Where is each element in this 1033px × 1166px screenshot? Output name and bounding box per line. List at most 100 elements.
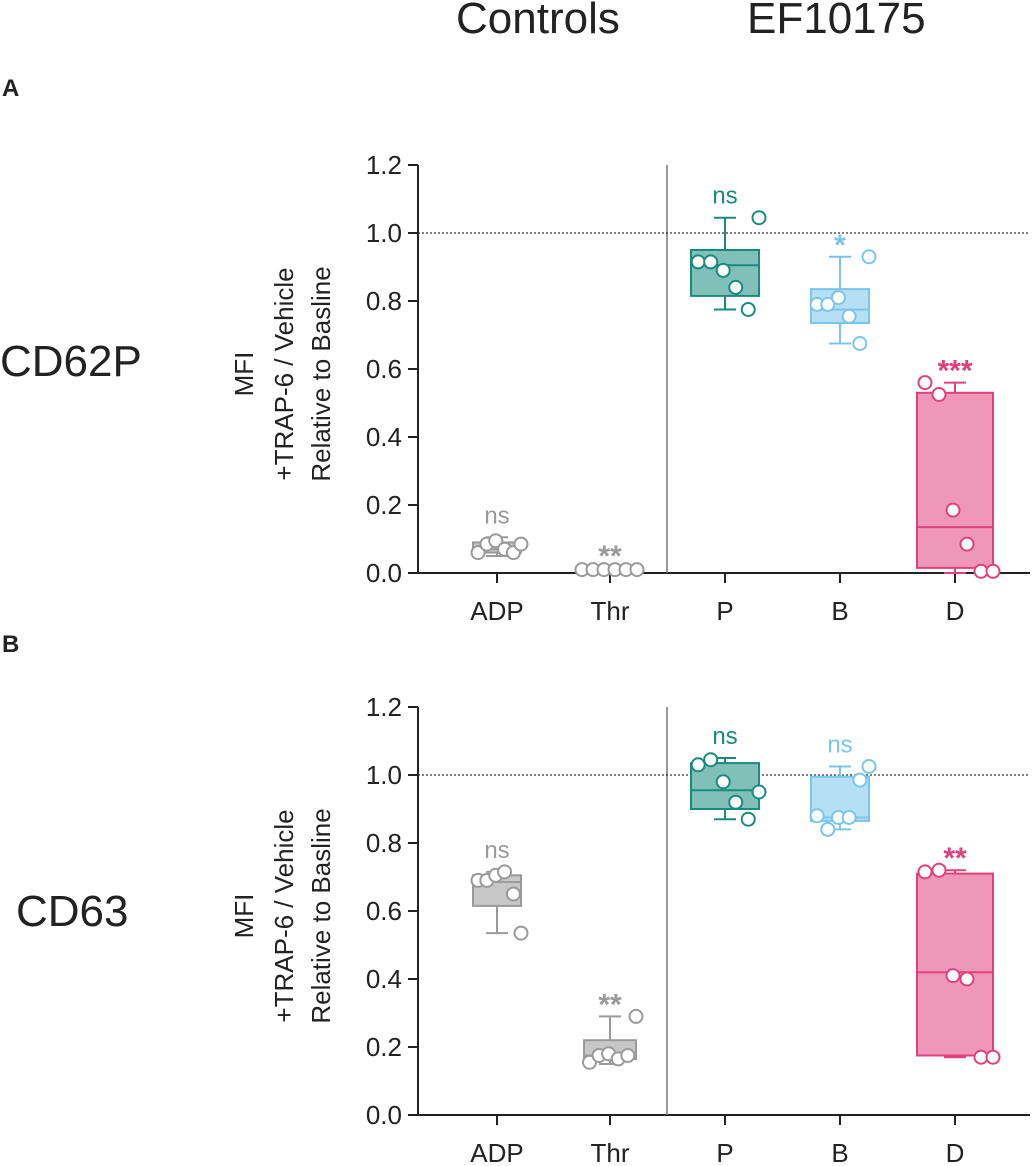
x-tick-label: P: [716, 1138, 733, 1166]
data-point: [820, 821, 836, 837]
data-point: [751, 210, 767, 226]
box-group-adp: ADP ns: [470, 837, 529, 1166]
y-axis-label-line: Relative to Basline: [306, 808, 336, 1023]
y-tick-label: 0.6: [366, 354, 402, 384]
data-point: [861, 759, 877, 774]
data-point: [505, 886, 521, 902]
significance-label: **: [598, 540, 622, 573]
y-tick-label: 0.8: [366, 286, 402, 316]
data-point: [809, 808, 825, 824]
data-point: [513, 536, 529, 552]
significance-label: ns: [712, 723, 737, 750]
y-tick-label: 0.4: [366, 422, 402, 452]
panel-letter-b: B: [2, 631, 20, 658]
data-point: [841, 810, 857, 825]
data-point: [690, 757, 706, 773]
x-tick-label: ADP: [470, 1138, 523, 1166]
x-tick-label: ADP: [470, 596, 523, 626]
compound-header: EF10175: [747, 0, 926, 43]
y-axis-label-line: Relative to Basline: [306, 266, 336, 481]
x-tick-label: P: [716, 596, 733, 626]
data-point: [931, 862, 947, 878]
data-point: [985, 1049, 1001, 1065]
y-tick-label: 0.0: [366, 558, 402, 588]
data-point: [959, 971, 975, 987]
data-point: [620, 1048, 636, 1063]
y-tick-label: 0.6: [366, 896, 402, 926]
y-tick-label: 0.8: [366, 828, 402, 858]
marker-label-cd63: CD63: [16, 887, 129, 936]
marker-label-cd62p: CD62P: [0, 337, 142, 386]
y-tick-label: 1.0: [366, 760, 402, 790]
panel-letter-a: A: [2, 75, 20, 102]
significance-label: **: [598, 988, 622, 1021]
data-point: [945, 968, 961, 984]
data-point: [852, 336, 868, 351]
y-tick-label: 0.2: [366, 490, 402, 520]
x-tick-label: B: [831, 1138, 848, 1166]
significance-label: ns: [484, 837, 509, 864]
box-group-adp: ADP ns: [470, 502, 529, 626]
y-tick-label: 1.2: [366, 150, 402, 180]
box-group-b: B*: [809, 229, 877, 626]
data-point: [690, 254, 706, 270]
y-axis-label-line: +TRAP-6 / Vehicle: [269, 809, 299, 1022]
data-point: [945, 502, 961, 518]
y-tick-label: 0.0: [366, 1100, 402, 1130]
significance-label: **: [943, 842, 967, 875]
box-group-b: Bns: [809, 732, 877, 1166]
data-point: [488, 533, 504, 549]
y-tick-label: 0.4: [366, 964, 402, 994]
data-point: [917, 864, 933, 880]
x-tick-label: D: [946, 1138, 965, 1166]
data-point: [740, 811, 756, 827]
data-point: [931, 387, 947, 402]
data-point: [959, 536, 975, 552]
box-group-thr: Thr **: [574, 540, 645, 626]
data-point: [841, 308, 857, 324]
data-point: [715, 262, 731, 278]
box-group-p: Pns: [690, 183, 767, 626]
y-tick-label: 1.2: [366, 692, 402, 722]
panel-a: 0.0 0.2 0.4 0.6 0.8 1.0 1.2 MFI +TRAP-6 / Vehicl…: [229, 150, 1030, 626]
y-axis-label-line: MFI: [229, 352, 259, 397]
panel-b: 0.0 0.2 0.4 0.6 0.8 1.0 1.2 MFI +TRAP-6 / Vehicl…: [229, 692, 1030, 1166]
box-group-p: Pns: [690, 723, 767, 1166]
x-tick-label: Thr: [591, 596, 630, 626]
data-point: [728, 279, 744, 295]
x-tick-label: Thr: [591, 1138, 630, 1166]
box: [916, 872, 994, 1057]
x-tick-label: D: [946, 596, 965, 626]
data-point: [703, 752, 719, 768]
data-point: [917, 375, 933, 391]
data-point: [740, 302, 756, 317]
box-group-d: D **: [916, 842, 1001, 1166]
significance-label: ns: [712, 183, 737, 210]
significance-label: ns: [484, 502, 509, 529]
data-point: [820, 296, 836, 312]
y-tick-label: 0.2: [366, 1032, 402, 1062]
box-group-thr: Thr **: [581, 988, 644, 1166]
significance-label: *: [834, 229, 846, 262]
controls-header: Controls: [456, 0, 620, 43]
x-tick-label: B: [831, 596, 848, 626]
y-axis-label-line: MFI: [229, 894, 259, 939]
significance-label: ***: [937, 355, 972, 388]
data-point: [628, 1008, 644, 1024]
data-point: [470, 545, 486, 561]
data-point: [985, 563, 1001, 579]
data-point: [703, 254, 719, 270]
data-point: [751, 784, 767, 800]
data-point: [852, 772, 868, 788]
data-point: [497, 864, 513, 880]
box-group-d: D ***: [916, 355, 1001, 626]
significance-label: ns: [827, 732, 852, 759]
data-point: [629, 562, 645, 578]
y-tick-label: 1.0: [366, 218, 402, 248]
box: [916, 391, 994, 569]
data-point: [715, 774, 731, 790]
data-point: [830, 290, 846, 306]
data-point: [728, 794, 744, 810]
y-axis-label-line: +TRAP-6 / Vehicle: [269, 267, 299, 480]
